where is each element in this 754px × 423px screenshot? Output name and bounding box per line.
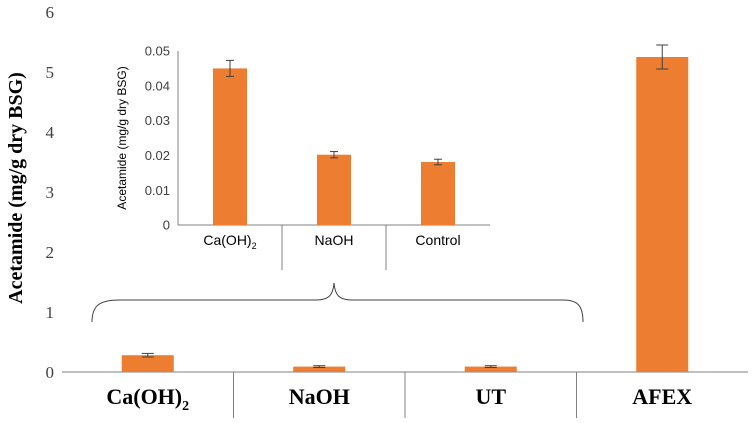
main-bar-naoh — [293, 366, 346, 372]
main-y-tick-label: 0 — [46, 363, 55, 382]
inset-error-bar — [434, 158, 442, 166]
inset-chart: 0 0.01 0.02 0.03 0.04 0.05 Ca(OH)2 NaOH Control… — [115, 44, 490, 270]
main-bar-ut — [464, 366, 517, 372]
inset-category-separators — [281, 225, 387, 270]
main-y-tick-label: 1 — [46, 303, 55, 322]
main-category-label: UT — [475, 384, 506, 409]
main-y-tick-label: 2 — [46, 243, 55, 262]
inset-y-tick-label: 0.04 — [145, 78, 170, 93]
main-category-label: AFEX — [632, 384, 692, 409]
main-chart: 0 1 2 3 4 5 6 Ca(OH)2 NaOH UT AFEX Acetamide (mg/… — [5, 3, 748, 418]
main-category-label: Ca(OH)2 — [106, 384, 189, 414]
inset-category-label: NaOH — [315, 232, 354, 248]
main-category-labels: Ca(OH)2 NaOH UT AFEX — [106, 384, 692, 414]
main-y-tick-label: 6 — [46, 3, 55, 22]
main-bars — [121, 57, 689, 372]
main-y-tick-label: 3 — [46, 183, 55, 202]
inset-error-bar — [330, 151, 338, 159]
main-y-axis-label: Acetamide (mg/g dry BSG) — [5, 72, 27, 304]
inset-error-bars — [226, 59, 442, 166]
inset-y-axis-label: Acetamide (mg/g dry BSG) — [115, 66, 129, 209]
inset-y-tick-label: 0.02 — [145, 148, 170, 163]
inset-bar-caoh2 — [213, 68, 247, 226]
inset-category-label: Control — [415, 232, 460, 248]
main-error-bar — [313, 365, 326, 368]
main-y-tick-labels: 0 1 2 3 4 5 6 — [46, 3, 55, 382]
main-error-bars — [141, 44, 669, 368]
main-y-tick-label: 4 — [46, 123, 55, 142]
inset-error-bar — [226, 59, 234, 77]
inset-y-tick-label: 0 — [163, 218, 170, 233]
main-y-tick-label: 5 — [46, 63, 55, 82]
inset-y-tick-label: 0.05 — [145, 44, 170, 59]
inset-category-labels: Ca(OH)2 NaOH Control — [203, 232, 460, 251]
inset-bars — [213, 68, 455, 226]
main-bar-afex — [636, 57, 689, 372]
main-category-separators — [233, 372, 577, 418]
inset-category-label: Ca(OH)2 — [203, 232, 256, 251]
inset-y-tick-label: 0.03 — [145, 113, 170, 128]
main-category-label: NaOH — [289, 384, 350, 409]
main-error-bar — [656, 44, 669, 70]
inset-bar-naoh — [317, 154, 351, 225]
group-brace — [91, 282, 584, 323]
main-error-bar — [141, 352, 154, 358]
main-error-bar — [484, 365, 497, 368]
main-bar-caoh2 — [121, 355, 174, 372]
inset-y-tick-label: 0.01 — [145, 183, 170, 198]
inset-y-tick-labels: 0 0.01 0.02 0.03 0.04 0.05 — [145, 44, 170, 233]
inset-bar-control — [421, 162, 455, 225]
